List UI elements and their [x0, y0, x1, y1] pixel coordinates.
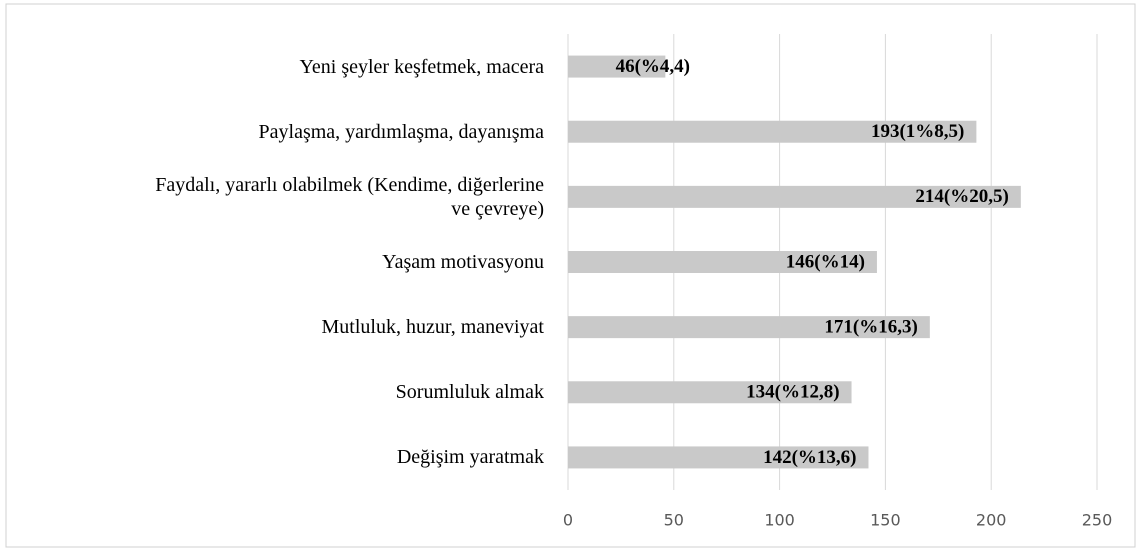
bar: [568, 120, 977, 143]
category-label: Yeni şeyler keşfetmek, macera: [299, 55, 544, 78]
x-tick-label: 50: [664, 511, 684, 530]
bar: [568, 55, 666, 78]
category-label: Faydalı, yararlı olabilmek (Kendime, diğ…: [155, 173, 544, 220]
x-tick-label: 200: [976, 511, 1007, 530]
chart-border: [5, 3, 1136, 548]
data-label: 134(%12,8): [746, 382, 839, 403]
data-label: 171(%16,3): [824, 317, 917, 338]
x-tick-label: 100: [764, 511, 795, 530]
data-label: 46(%4,4): [616, 56, 690, 77]
data-label: 142(%13,6): [763, 447, 856, 468]
x-tick-label: 0: [563, 511, 573, 530]
data-label: 146(%14): [786, 251, 865, 272]
x-tick-label: 150: [870, 511, 901, 530]
category-label: Değişim yaratmak: [396, 446, 544, 469]
bar: [568, 446, 869, 469]
category-label: Mutluluk, huzur, maneviyat: [321, 316, 545, 339]
bar: [568, 251, 877, 273]
category-label: Yaşam motivasyonu: [382, 251, 544, 273]
bar: [568, 381, 852, 404]
category-label: Paylaşma, yardımlaşma, dayanışma: [258, 120, 544, 143]
data-label: 193(1%8,5): [871, 121, 964, 142]
bar: [568, 316, 930, 339]
x-tick-label: 250: [1082, 511, 1113, 530]
data-label: 214(%20,5): [915, 186, 1008, 207]
category-label: Sorumluluk almak: [395, 381, 544, 404]
bar: [568, 185, 1021, 208]
